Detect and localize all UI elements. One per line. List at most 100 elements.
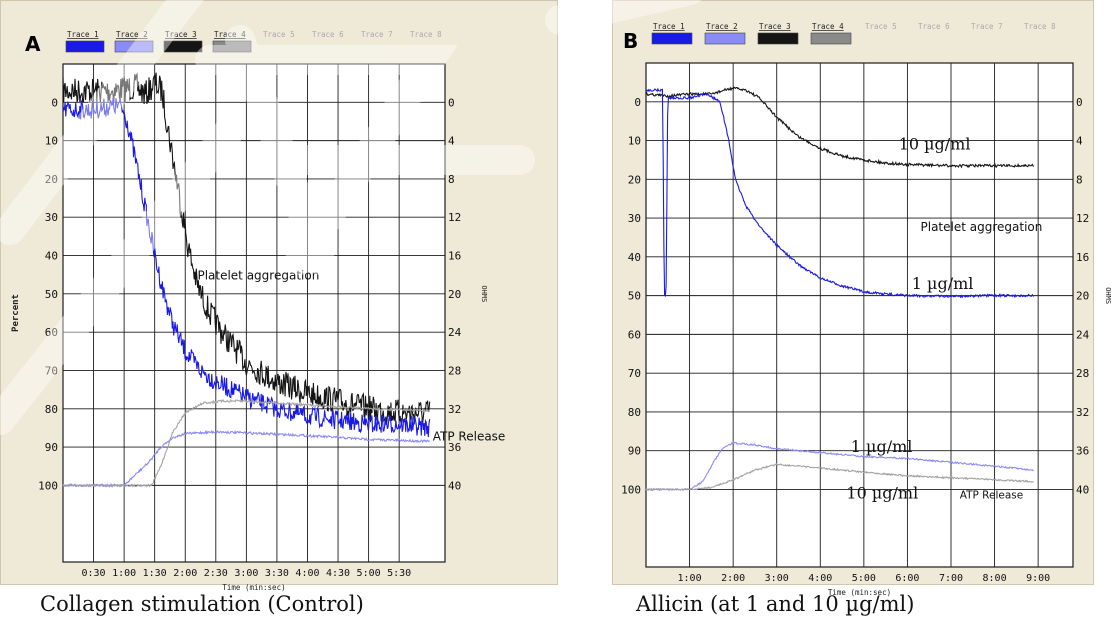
- legend-item: Trace 7: [971, 22, 1003, 31]
- y2-tick-label: 0: [1076, 96, 1083, 109]
- legend-label: Trace 2: [116, 30, 148, 39]
- legend-item: Trace 6: [312, 30, 344, 39]
- plot-area: [646, 63, 1073, 567]
- x-tick-label: 3:30: [265, 568, 289, 579]
- legend-swatch: [757, 32, 799, 45]
- x-tick-label: 4:00: [295, 568, 319, 579]
- y2-tick-label: 0: [448, 96, 455, 109]
- legend-label: Trace 4: [214, 30, 246, 39]
- legend-item: Trace 3: [757, 22, 799, 45]
- legend-item: Trace 4: [212, 30, 252, 53]
- annotation: ATP Release: [960, 489, 1023, 501]
- x-axis-label: Time (min:sec): [222, 583, 285, 592]
- legend-label: Trace 3: [759, 22, 791, 31]
- plot-border: [645, 62, 1074, 568]
- legend-label: Trace 2: [706, 22, 738, 31]
- annotation: Platelet aggregation: [197, 269, 319, 283]
- y-tick-label: 20: [628, 173, 641, 186]
- legend-label: Trace 7: [361, 30, 393, 39]
- x-tick-label: 1:00: [112, 568, 136, 579]
- annotation: Platelet aggregation: [921, 220, 1043, 234]
- chart-panel-b: B Trace 1 Trace 2 Trace 3 Trace 4 Trace 5 Trac…: [612, 0, 1112, 597]
- annotation: 10 µg/ml: [846, 483, 918, 502]
- y2-tick-label: 20: [1076, 290, 1089, 303]
- y2-tick-label: 40: [1076, 483, 1089, 496]
- y-tick-label: 50: [45, 288, 58, 301]
- chart-panel-a: A Trace 1 Trace 2 Trace 3 Trace 4 Trace 5 Trac…: [0, 0, 558, 592]
- y-tick-label: 40: [45, 250, 58, 263]
- legend-item: Trace 5: [865, 22, 897, 31]
- x-tick-label: 4:30: [326, 568, 350, 579]
- x-tick-label: 1:00: [678, 573, 702, 584]
- legend-label: Trace 4: [812, 22, 844, 31]
- legend-label: Trace 6: [918, 22, 950, 31]
- legend-label: Trace 1: [67, 30, 99, 39]
- x-tick-label: 4:00: [808, 573, 832, 584]
- y2-tick-label: 20: [448, 288, 461, 301]
- y2-tick-label: 36: [448, 441, 461, 454]
- series-line: [62, 398, 431, 488]
- y2-axis-label: OHMS: [480, 285, 488, 302]
- y-tick-label: 60: [45, 326, 58, 339]
- legend-item: Trace 4: [810, 22, 852, 45]
- y2-tick-label: 24: [448, 326, 462, 339]
- y2-tick-label: 36: [1076, 445, 1089, 458]
- y2-tick-label: 32: [448, 403, 461, 416]
- x-tick-label: 0:30: [82, 568, 106, 579]
- panel-label: A: [25, 32, 41, 56]
- series-line: [645, 441, 1034, 492]
- series-line: [62, 97, 431, 438]
- y-tick-label: 70: [628, 367, 641, 380]
- annotation: 10 µg/ml: [899, 134, 971, 153]
- legend-item: Trace 6: [918, 22, 950, 31]
- plot-area: [63, 64, 445, 562]
- legend-item: Trace 1: [651, 22, 693, 45]
- legend-swatch: [114, 40, 154, 53]
- y-tick-label: 80: [45, 403, 58, 416]
- legend-item: Trace 7: [361, 30, 393, 39]
- legend-swatch: [651, 32, 693, 45]
- x-tick-label: 2:30: [204, 568, 228, 579]
- x-tick-label: 6:00: [895, 573, 919, 584]
- y-tick-label: 90: [45, 441, 58, 454]
- legend-label: Trace 5: [865, 22, 897, 31]
- x-tick-label: 3:00: [765, 573, 789, 584]
- y2-tick-label: 8: [1076, 173, 1083, 186]
- y-tick-label: 50: [628, 290, 641, 303]
- legend-label: Trace 7: [971, 22, 1003, 31]
- y-tick-label: 0: [51, 96, 58, 109]
- series-line: [645, 463, 1034, 492]
- caption-a: Collagen stimulation (Control): [40, 592, 364, 616]
- series-line: [62, 72, 431, 425]
- y2-tick-label: 16: [448, 250, 461, 263]
- y2-tick-label: 12: [1076, 212, 1089, 225]
- series-line: [62, 429, 431, 488]
- plot-border: [62, 63, 446, 563]
- annotation: 1 µg/ml: [851, 437, 913, 456]
- y-tick-label: 100: [38, 479, 58, 492]
- x-tick-label: 5:00: [852, 573, 876, 584]
- y2-tick-label: 12: [448, 211, 461, 224]
- x-tick-label: 1:30: [143, 568, 167, 579]
- y-tick-label: 80: [628, 406, 641, 419]
- y-tick-label: 70: [45, 364, 58, 377]
- legend-item: Trace 1: [65, 30, 105, 53]
- legend-swatch: [212, 40, 252, 53]
- legend-item: Trace 2: [704, 22, 746, 45]
- x-tick-label: 7:00: [939, 573, 963, 584]
- x-tick-label: 2:00: [721, 573, 745, 584]
- legend-label: Trace 8: [410, 30, 442, 39]
- legend-label: Trace 3: [165, 30, 197, 39]
- legend-item: Trace 5: [263, 30, 295, 39]
- y2-tick-label: 4: [1076, 135, 1083, 148]
- legend-label: Trace 5: [263, 30, 295, 39]
- y-tick-label: 10: [45, 135, 58, 148]
- y2-tick-label: 32: [1076, 406, 1089, 419]
- grid: [63, 64, 445, 562]
- legend-swatch: [810, 32, 852, 45]
- legend-swatch: [65, 40, 105, 53]
- legend-swatch: [704, 32, 746, 45]
- y-tick-label: 30: [45, 211, 58, 224]
- x-axis-label: Time (min:sec): [828, 588, 891, 597]
- y-tick-label: 100: [621, 483, 641, 496]
